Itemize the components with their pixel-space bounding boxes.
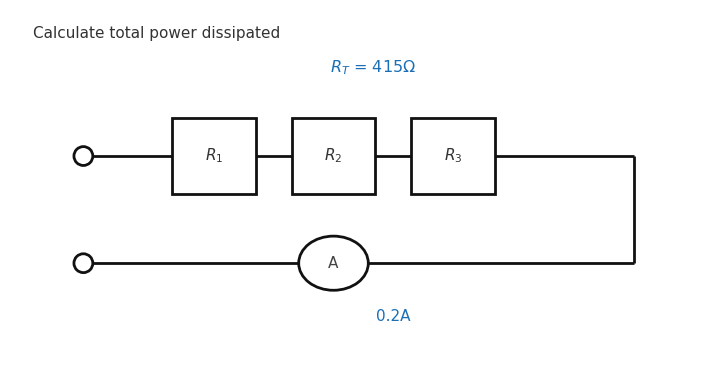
Text: $R_{T}$ = 415Ω: $R_{T}$ = 415Ω <box>330 58 416 77</box>
Text: Calculate total power dissipated: Calculate total power dissipated <box>33 26 280 41</box>
FancyBboxPatch shape <box>291 118 376 194</box>
Text: $R_{1}$: $R_{1}$ <box>204 147 223 165</box>
Text: $R_{2}$: $R_{2}$ <box>324 147 343 165</box>
FancyBboxPatch shape <box>172 118 255 194</box>
Text: 0.2A: 0.2A <box>376 309 410 324</box>
Text: $R_{3}$: $R_{3}$ <box>444 147 463 165</box>
Circle shape <box>74 147 93 165</box>
FancyBboxPatch shape <box>412 118 494 194</box>
Ellipse shape <box>299 236 368 290</box>
Text: A: A <box>328 256 339 271</box>
Circle shape <box>74 254 93 273</box>
